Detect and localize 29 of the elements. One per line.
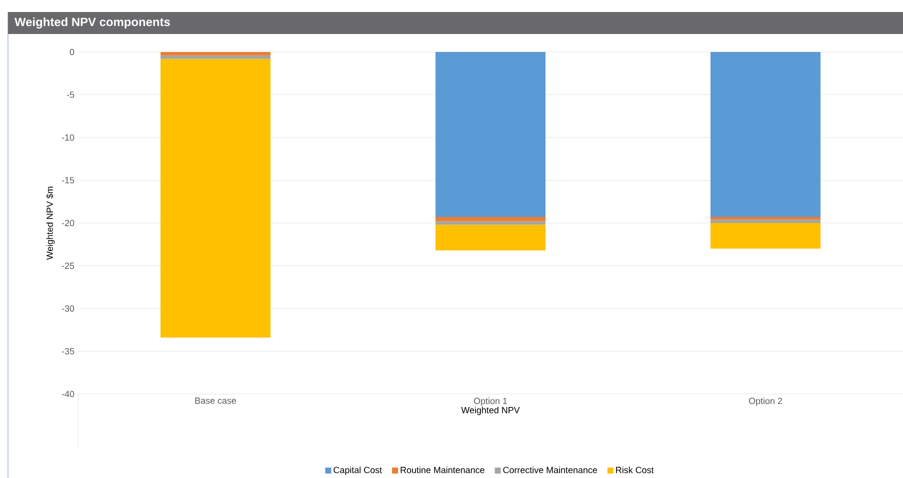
- y-tick-label: -30: [62, 305, 74, 312]
- bar: [436, 217, 546, 222]
- y-tick-label: -15: [62, 177, 74, 184]
- bar: [710, 52, 821, 218]
- bar: [160, 52, 271, 56]
- chart-title: Weighted NPV components: [14, 17, 170, 29]
- y-tick-label: -25: [62, 262, 74, 269]
- x-tick-label: Option 2: [748, 398, 782, 406]
- y-tick-label: -5: [66, 92, 74, 98]
- legend-label: Risk Cost: [616, 466, 654, 474]
- bar: [710, 223, 821, 249]
- y-tick-label: -35: [62, 348, 74, 354]
- legend-label: Routine Maintenance: [400, 466, 484, 474]
- y-tick-label: 0: [70, 48, 74, 56]
- x-tick-label: Base case: [195, 398, 236, 404]
- bar: [160, 55, 271, 59]
- legend-label: Corrective Maintenance: [503, 466, 598, 474]
- bar: [710, 220, 821, 223]
- y-tick-label: -10: [62, 134, 74, 141]
- bar: [436, 52, 546, 218]
- y-tick-label: -20: [62, 220, 74, 226]
- bar: [710, 217, 821, 220]
- bar: [436, 224, 546, 250]
- y-axis-title: Weighted NPV $m: [46, 186, 55, 260]
- legend-label: Capital Cost: [334, 466, 382, 475]
- x-tick-label: Option 1: [474, 398, 507, 406]
- y-tick-label: -40: [62, 390, 74, 398]
- bar: [160, 58, 271, 338]
- x-axis-title: Weighted NPV: [461, 406, 520, 416]
